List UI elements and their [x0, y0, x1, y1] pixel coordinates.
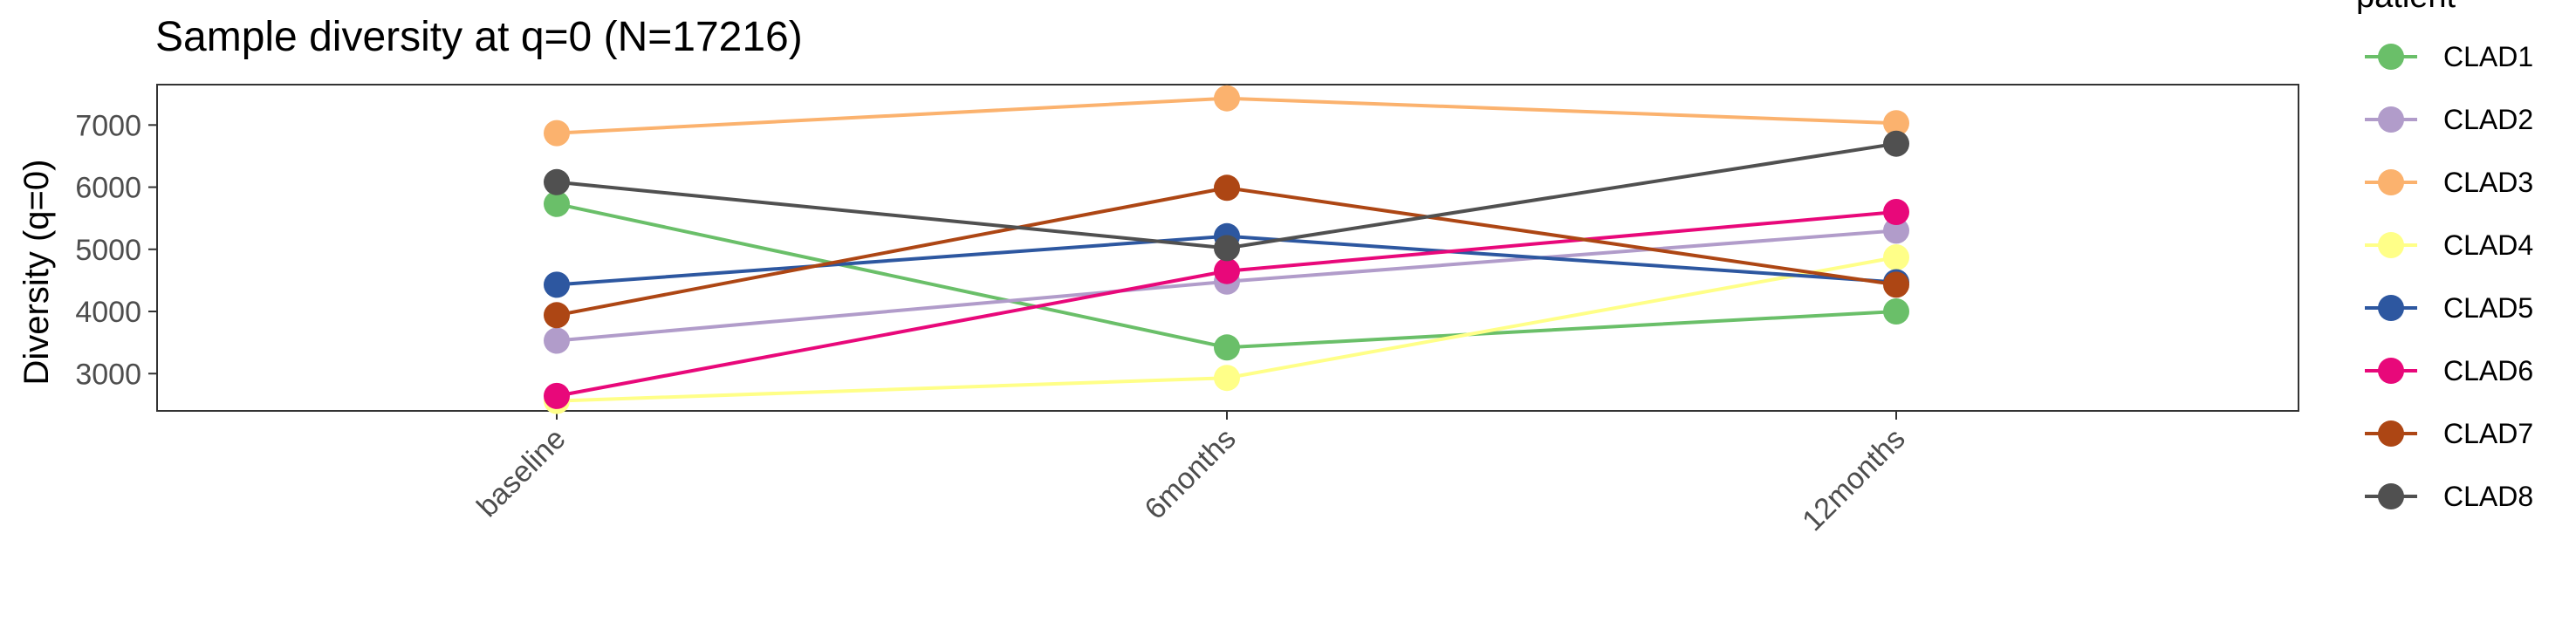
legend-key-point: [2378, 483, 2404, 509]
chart-title: Sample diversity at q=0 (N=17216): [155, 14, 803, 60]
data-point-clad6-12months: [1883, 199, 1909, 225]
legend-item-clad5: CLAD5: [2365, 292, 2533, 324]
legend-label: CLAD6: [2443, 355, 2533, 386]
data-point-clad6-baseline: [544, 382, 570, 409]
legend-item-clad8: CLAD8: [2365, 481, 2533, 512]
y-tick-label: 7000: [75, 109, 141, 142]
legend-label: CLAD8: [2443, 481, 2533, 512]
legend-label: CLAD5: [2443, 292, 2533, 324]
legend-item-clad1: CLAD1: [2365, 41, 2533, 72]
legend-label: CLAD4: [2443, 229, 2533, 261]
legend-key-point: [2378, 169, 2404, 195]
data-point-clad5-baseline: [544, 271, 570, 298]
series-clad7: [544, 174, 1909, 329]
legend-item-clad4: CLAD4: [2365, 229, 2533, 261]
data-point-clad3-6months: [1214, 85, 1240, 112]
legend-label: CLAD1: [2443, 41, 2533, 72]
data-point-clad7-12months: [1883, 271, 1909, 298]
series-clad6: [544, 199, 1909, 409]
series-layer: [544, 85, 1909, 414]
legend-item-clad6: CLAD6: [2365, 355, 2533, 386]
legend-key-point: [2378, 232, 2404, 258]
data-point-clad1-baseline: [544, 190, 570, 217]
legend-key-point: [2378, 358, 2404, 384]
legend-label: CLAD2: [2443, 104, 2533, 135]
legend-title: patient: [2356, 0, 2456, 15]
data-point-clad3-12months: [1883, 110, 1909, 137]
data-point-clad1-12months: [1883, 298, 1909, 325]
data-point-clad6-6months: [1214, 257, 1240, 284]
data-point-clad3-baseline: [544, 120, 570, 147]
legend-item-clad7: CLAD7: [2365, 418, 2533, 449]
legend-key-point: [2378, 295, 2404, 321]
data-point-clad2-baseline: [544, 327, 570, 354]
data-point-clad7-6months: [1214, 174, 1240, 202]
legend-key-point: [2378, 106, 2404, 133]
legend-key-point: [2378, 420, 2404, 447]
legend: patient CLAD1CLAD2CLAD3CLAD4CLAD5CLAD6CL…: [2356, 0, 2533, 512]
data-point-clad4-6months: [1214, 365, 1240, 392]
legend-item-clad2: CLAD2: [2365, 104, 2533, 135]
data-point-clad8-baseline: [544, 168, 570, 195]
data-point-clad8-12months: [1883, 130, 1909, 157]
y-axis-label: Diversity (q=0): [17, 160, 56, 386]
data-point-clad1-6months: [1214, 334, 1240, 361]
y-tick-label: 3000: [75, 358, 141, 391]
series-clad1: [544, 190, 1909, 361]
x-tick-label-12months: 12months: [1796, 422, 1911, 537]
legend-items: CLAD1 CLAD2 CLAD3 CLAD4 CLAD5 CLAD6 CLAD7 CLAD8: [2365, 41, 2533, 512]
legend-item-clad3: CLAD3: [2365, 167, 2533, 198]
data-point-clad7-baseline: [544, 302, 570, 329]
data-point-clad8-6months: [1214, 235, 1240, 262]
data-point-clad4-12months: [1883, 244, 1909, 270]
y-axis: 3000 4000 5000 6000 7000: [75, 109, 157, 391]
legend-label: CLAD7: [2443, 418, 2533, 449]
y-tick-label: 6000: [75, 172, 141, 205]
x-tick-label-baseline: baseline: [470, 422, 572, 523]
legend-key-point: [2378, 44, 2404, 70]
data-point-clad2-12months: [1883, 217, 1909, 244]
y-tick-label: 5000: [75, 234, 141, 267]
series-clad8: [544, 130, 1909, 262]
legend-label: CLAD3: [2443, 167, 2533, 198]
x-tick-label-6months: 6months: [1139, 422, 1243, 526]
x-axis: baseline 6months 12months: [470, 411, 1912, 537]
series-clad3: [544, 85, 1909, 147]
y-tick-label: 4000: [75, 296, 141, 329]
